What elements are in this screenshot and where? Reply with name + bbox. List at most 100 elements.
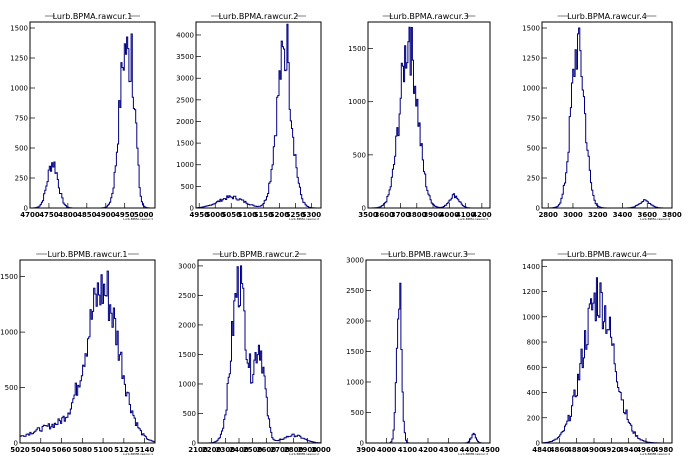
x-tick-label: 4100 xyxy=(456,211,476,219)
y-tick-label: 2500 xyxy=(346,287,364,295)
x-tick-label: 4750 xyxy=(39,211,59,219)
x-tick-label: 2800 xyxy=(538,211,558,219)
x-tick-label: 5020 xyxy=(10,446,30,454)
x-tick-label: 2100 xyxy=(188,446,208,454)
x-tick-label: 3200 xyxy=(588,211,608,219)
x-tick-label: 3800 xyxy=(407,211,427,219)
x-tick-label: 3500 xyxy=(358,211,378,219)
y-tick-label: 3500 xyxy=(176,53,194,61)
x-tick-label: 4840 xyxy=(532,446,552,454)
plot-title: Lurb.BPMB.rawcur.2 xyxy=(220,250,300,259)
y-tick-label: 1500 xyxy=(178,351,196,359)
x-tick-label: 2900 xyxy=(298,446,318,454)
x-tick-label: 3000 xyxy=(311,446,331,454)
y-tick-label: 1250 xyxy=(522,55,540,63)
y-tick-label: 1000 xyxy=(348,98,366,106)
y-tick-label: 2500 xyxy=(176,96,194,104)
x-tick-label: 4960 xyxy=(636,446,656,454)
y-tick-label: 1500 xyxy=(346,348,364,356)
y-tick-label: 1000 xyxy=(522,85,540,93)
y-tick-label: 800 xyxy=(527,339,540,347)
y-tick-label: 600 xyxy=(527,364,540,372)
title-bg xyxy=(47,249,128,259)
y-tick-label: 1500 xyxy=(348,45,366,53)
plot-frame xyxy=(197,259,322,444)
y-tick-label: 500 xyxy=(15,145,28,153)
y-tick-label: 3000 xyxy=(178,262,196,270)
x-tick-label: 4880 xyxy=(567,446,587,454)
y-tick-label: 2000 xyxy=(178,321,196,329)
x-tick-label: 4300 xyxy=(439,446,459,454)
y-tick-label: 2000 xyxy=(346,318,364,326)
plot-title: Lurb.BPMA.rawcur.3 xyxy=(389,12,469,21)
x-tick-label: 3800 xyxy=(662,211,682,219)
y-tick-label: 3000 xyxy=(346,257,364,265)
histogram-panel: Lurb.BPMA.rawcur.2 0 500 1000 1500 2000 2500 30… xyxy=(176,10,322,221)
axis-caption: Lurb.BPMB.rawcur.3 xyxy=(458,452,488,456)
title-bg xyxy=(390,249,466,259)
y-tick-label: 500 xyxy=(353,151,366,159)
histogram-line xyxy=(542,27,672,209)
x-tick-label: 5140 xyxy=(135,446,155,454)
histogram-line xyxy=(366,282,490,444)
y-tick-label: 1000 xyxy=(10,85,28,93)
plot-frame xyxy=(367,21,491,209)
y-tick-label: 0 xyxy=(192,440,196,448)
x-tick-label: 4850 xyxy=(77,211,97,219)
y-tick-label: 0 xyxy=(536,440,540,448)
plot-title: Lurb.BPMB.rawcur.3 xyxy=(388,250,468,259)
y-tick-label: 500 xyxy=(351,409,364,417)
plot-frame xyxy=(29,21,156,209)
x-tick-label: 5250 xyxy=(286,211,306,219)
x-tick-label: 4950 xyxy=(115,211,135,219)
y-tick-label: 0 xyxy=(14,440,18,448)
x-tick-label: 2300 xyxy=(216,446,236,454)
x-tick-label: 4000 xyxy=(377,446,397,454)
y-tick-label: 250 xyxy=(15,175,28,183)
x-tick-label: 3700 xyxy=(391,211,411,219)
x-tick-label: 5150 xyxy=(254,211,274,219)
plot-title: Lurb.BPMA.rawcur.2 xyxy=(219,12,299,21)
title-bg xyxy=(55,11,130,21)
histogram-line xyxy=(198,265,322,444)
x-tick-label: 5300 xyxy=(302,211,322,219)
y-tick-label: 500 xyxy=(181,183,194,191)
x-tick-label: 2800 xyxy=(284,446,304,454)
y-tick-label: 1500 xyxy=(10,25,28,33)
y-tick-label: 500 xyxy=(183,410,196,418)
x-tick-label: 4950 xyxy=(189,211,209,219)
plot-title: Lurb.BPMB.rawcur.4 xyxy=(567,250,647,259)
plot-frame xyxy=(195,21,322,209)
y-tick-label: 1500 xyxy=(176,140,194,148)
x-tick-label: 4200 xyxy=(418,446,438,454)
x-tick-label: 4900 xyxy=(96,211,116,219)
histogram-panel: Lurb.BPMB.rawcur.4 0 200 400 600 800 1000 1200 1… xyxy=(522,248,673,456)
axis-caption: Lurb.BPMA.rawcur.4 xyxy=(640,217,670,221)
histogram-line xyxy=(541,277,672,444)
histogram-panel: Lurb.BPMA.rawcur.4 0 250 500 750 1000 1250 1500… xyxy=(522,10,682,221)
axis-caption: Lurb.BPMB.rawcur.2 xyxy=(289,452,319,456)
x-tick-label: 5080 xyxy=(73,446,93,454)
y-tick-label: 0 xyxy=(360,440,364,448)
x-tick-label: 5050 xyxy=(222,211,242,219)
plot-frame xyxy=(19,259,156,444)
x-tick-label: 3600 xyxy=(637,211,657,219)
y-tick-label: 0 xyxy=(362,205,366,213)
axis-caption: Lurb.BPMB.rawcur.1 xyxy=(123,452,153,456)
y-tick-label: 1250 xyxy=(10,55,28,63)
x-tick-label: 2500 xyxy=(243,446,263,454)
plot-title: Lurb.BPMA.rawcur.1 xyxy=(53,12,133,21)
x-tick-label: 4900 xyxy=(584,446,604,454)
y-tick-label: 1000 xyxy=(0,329,18,337)
x-tick-label: 4800 xyxy=(58,211,78,219)
y-tick-label: 0 xyxy=(24,205,28,213)
title-bg xyxy=(568,249,646,259)
x-tick-label: 5200 xyxy=(270,211,290,219)
x-tick-label: 4860 xyxy=(550,446,570,454)
y-tick-label: 4000 xyxy=(176,31,194,39)
y-tick-label: 500 xyxy=(5,384,18,392)
y-tick-label: 2500 xyxy=(178,292,196,300)
x-tick-label: 5040 xyxy=(31,446,51,454)
